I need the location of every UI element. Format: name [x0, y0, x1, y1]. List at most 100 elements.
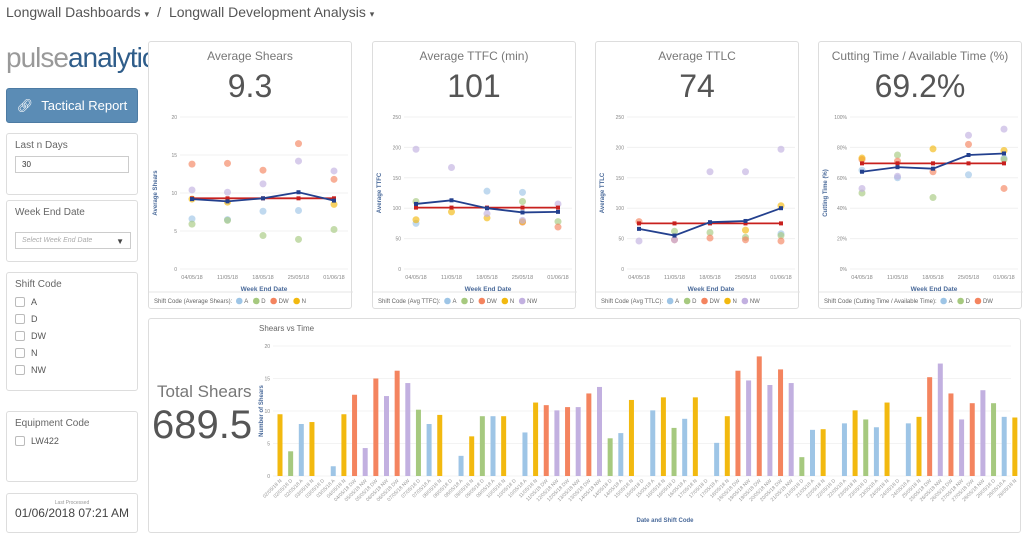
- week-end-date-select[interactable]: Select Week End Date ▼: [15, 232, 131, 249]
- bar-A: [810, 429, 815, 476]
- last-n-days-input[interactable]: 30: [15, 156, 129, 173]
- point-N: [929, 145, 937, 153]
- bar-N: [628, 399, 634, 476]
- point-N: [448, 208, 455, 216]
- legend-swatch-A: [235, 297, 243, 305]
- y-tick-label: 10: [264, 409, 270, 415]
- bar-N: [1012, 417, 1018, 476]
- overall-marker: [895, 165, 900, 170]
- point-D: [259, 232, 267, 240]
- overall-marker: [931, 166, 935, 171]
- point-D: [671, 227, 678, 235]
- overall-marker: [449, 198, 454, 203]
- line-chart: 0 50 100 150 200 250 04/05/18 11/05/18 18/05/18 2…: [596, 115, 800, 305]
- bar-N: [852, 410, 858, 476]
- x-tick-label: 01/06/18: [323, 275, 344, 281]
- point-NW: [671, 236, 678, 244]
- bar-N: [692, 397, 698, 476]
- legend-title: Shift Code (Cutting Time / Available Tim…: [824, 299, 937, 305]
- point-D: [519, 198, 526, 206]
- y-tick-label: 20%: [837, 237, 848, 243]
- bar-N: [916, 416, 922, 476]
- bar-N: [884, 402, 890, 476]
- legend-item-DW: DW: [710, 299, 720, 305]
- y-tick-label: 5: [267, 442, 270, 448]
- overall-marker: [296, 190, 301, 195]
- x-tick-label: 11/05/18: [441, 275, 462, 281]
- y-tick-label: 50: [618, 237, 624, 243]
- line-chart: 0% 20% 40% 60% 80% 100% 04/05/18 11/05/18 18/05/…: [819, 115, 1023, 305]
- x-tick-label: 18/05/18: [252, 275, 273, 281]
- point-A: [295, 206, 302, 214]
- breadcrumb-development-analysis[interactable]: Longwall Development Analysis ▾: [168, 4, 375, 20]
- point-DW: [188, 160, 196, 168]
- average-marker: [1002, 161, 1006, 166]
- point-D: [554, 218, 562, 226]
- point-D: [1000, 156, 1008, 164]
- bar-DW: [352, 394, 358, 476]
- y-tick-label: 10: [171, 191, 177, 197]
- y-tick-label: 100: [393, 206, 402, 212]
- y-tick-label: 0: [267, 474, 270, 480]
- bar-D: [607, 438, 613, 476]
- bar-D: [991, 403, 997, 476]
- point-DW: [777, 237, 785, 245]
- caret-down-icon: ▼: [116, 237, 124, 246]
- y-tick-label: 100%: [834, 115, 847, 121]
- x-tick-label: 18/05/18: [476, 275, 497, 281]
- last-n-days-label: Last n Days: [15, 140, 68, 151]
- legend-item-A: A: [244, 299, 248, 305]
- overall-marker: [637, 226, 641, 231]
- legend-swatch-N: [724, 297, 731, 305]
- bar-A: [1001, 416, 1007, 476]
- bar-DW: [565, 407, 571, 476]
- average-marker: [860, 161, 864, 166]
- y-tick-label: 250: [393, 115, 402, 121]
- bar-A: [905, 423, 911, 476]
- point-DW: [330, 175, 338, 183]
- bar-D: [479, 416, 485, 476]
- line-chart: 0 5 10 15 20 04/05/18 11/05/18 18/05/18 25/05/18…: [149, 115, 353, 305]
- checkbox-N[interactable]: N: [15, 348, 137, 358]
- bar-A: [682, 418, 688, 476]
- point-DW: [295, 140, 302, 148]
- point-NW: [706, 168, 714, 176]
- legend-swatch-D: [683, 297, 691, 305]
- average-marker: [743, 221, 748, 226]
- checkbox-A[interactable]: A: [15, 297, 137, 307]
- average-marker: [449, 205, 454, 210]
- checkbox-DW[interactable]: DW: [15, 331, 137, 341]
- checkbox-NW[interactable]: NW: [15, 365, 137, 375]
- x-axis-title: Date and Shift Code: [636, 518, 694, 524]
- bar-A: [426, 424, 432, 476]
- overall-marker: [556, 209, 560, 214]
- overall-marker: [332, 198, 336, 203]
- last-processed-value: 01/06/2018 07:21 AM: [14, 506, 130, 520]
- tactical-report-button[interactable]: 🔗︎ Tactical Report: [6, 88, 138, 123]
- checkbox-LW422[interactable]: LW422: [15, 436, 137, 446]
- legend-swatch-DW: [270, 297, 277, 305]
- overall-marker: [708, 220, 712, 225]
- point-NW: [330, 167, 338, 175]
- legend-swatch-D: [252, 297, 260, 305]
- point-NW: [742, 168, 749, 176]
- point-N: [412, 216, 420, 224]
- point-A: [259, 207, 267, 215]
- point-N: [330, 200, 338, 208]
- bar-D: [799, 457, 805, 476]
- bar-NW: [959, 419, 965, 476]
- point-DW: [965, 140, 972, 148]
- point-A: [519, 188, 526, 196]
- bar-A: [458, 455, 464, 476]
- y-tick-label: 20: [264, 344, 270, 350]
- legend-swatch-DW: [478, 297, 486, 305]
- bar-D: [863, 419, 869, 476]
- legend-swatch-DW: [701, 297, 708, 305]
- checkbox-D[interactable]: D: [15, 314, 137, 324]
- average-marker: [556, 205, 560, 210]
- breadcrumb-dashboards[interactable]: Longwall Dashboards ▾: [6, 4, 150, 20]
- bar-N: [724, 416, 730, 476]
- point-N: [858, 154, 866, 162]
- average-marker: [966, 161, 971, 166]
- point-DW: [554, 223, 562, 231]
